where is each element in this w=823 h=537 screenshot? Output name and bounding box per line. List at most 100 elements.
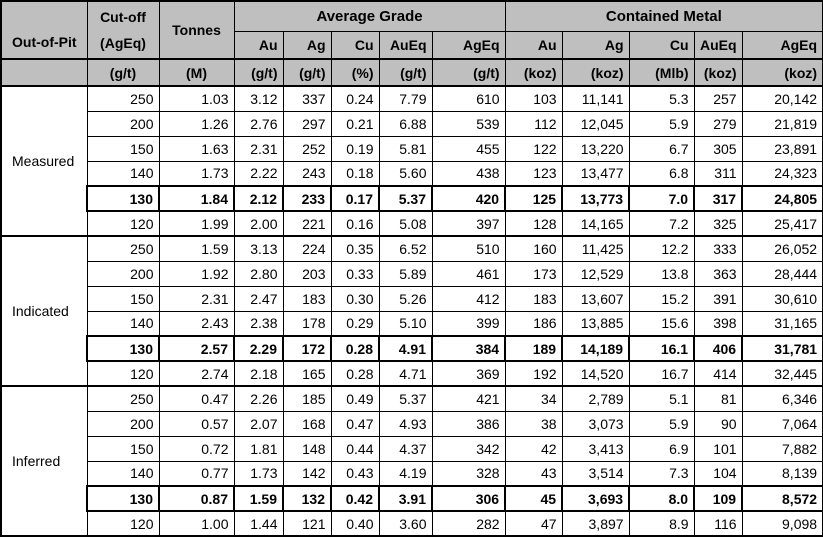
cutoff-value-cell: 120 bbox=[86, 510, 160, 537]
data-cell: 121 bbox=[282, 510, 332, 537]
data-cell: 0.16 bbox=[330, 210, 380, 237]
data-cell: 101 bbox=[693, 435, 743, 462]
cutoff-value-cell: 130 bbox=[86, 185, 160, 212]
data-cell: 14,189 bbox=[561, 335, 631, 362]
data-cell: 397 bbox=[431, 210, 506, 237]
data-cell: 317 bbox=[693, 185, 744, 212]
data-cell: 2.07 bbox=[233, 410, 284, 437]
data-cell: 2.18 bbox=[233, 360, 284, 387]
data-cell: 0.87 bbox=[158, 485, 235, 512]
data-cell: 412 bbox=[431, 285, 506, 312]
data-cell: 5.08 bbox=[378, 210, 433, 237]
data-cell: 123 bbox=[504, 160, 563, 187]
data-cell: 7.2 bbox=[628, 210, 695, 237]
data-cell: 0.21 bbox=[330, 110, 380, 137]
data-cell: 0.77 bbox=[158, 460, 235, 487]
data-cell: 142 bbox=[282, 460, 332, 487]
data-cell: 0.43 bbox=[330, 460, 380, 487]
data-cell: 243 bbox=[282, 160, 332, 187]
column-header-tonnes: Tonnes bbox=[158, 0, 235, 60]
data-cell: 5.37 bbox=[378, 385, 433, 412]
data-cell: 1.63 bbox=[158, 135, 235, 162]
data-cell: 2.31 bbox=[233, 135, 284, 162]
data-cell: 3.91 bbox=[378, 485, 433, 512]
table-row: 140 2.43 2.38 178 0.29 5.10 399 186 13,885 15.6 39… bbox=[1, 310, 823, 337]
data-cell: 11,141 bbox=[561, 85, 630, 112]
data-cell: 103 bbox=[504, 85, 563, 112]
data-cell: 224 bbox=[282, 235, 332, 262]
group-header-contained-metal: Contained Metal bbox=[504, 0, 823, 32]
data-cell: 306 bbox=[430, 485, 507, 512]
data-cell: 6.52 bbox=[378, 235, 433, 262]
data-cell: 6,346 bbox=[741, 385, 823, 412]
data-cell: 1.99 bbox=[158, 210, 235, 237]
data-cell: 128 bbox=[504, 210, 563, 237]
data-cell: 5.9 bbox=[628, 110, 695, 137]
data-cell: 0.19 bbox=[330, 135, 380, 162]
data-cell: 0.28 bbox=[330, 360, 380, 387]
data-cell: 7.3 bbox=[628, 460, 695, 487]
data-cell: 5.37 bbox=[378, 185, 433, 212]
data-cell: 6.7 bbox=[628, 135, 695, 162]
data-cell: 1.73 bbox=[233, 460, 284, 487]
cutoff-value-cell: 130 bbox=[86, 485, 160, 512]
data-cell: 406 bbox=[693, 335, 744, 362]
data-cell: 28,444 bbox=[741, 260, 823, 287]
column-header-grade-au: Au bbox=[233, 30, 284, 60]
data-cell: 325 bbox=[693, 210, 743, 237]
data-cell: 186 bbox=[504, 310, 563, 337]
data-cell: 125 bbox=[504, 185, 564, 212]
data-cell: 183 bbox=[282, 285, 332, 312]
unit-metal-ag: (koz) bbox=[561, 58, 630, 87]
data-cell: 13,220 bbox=[561, 135, 630, 162]
data-cell: 183 bbox=[504, 285, 563, 312]
column-header-metal-aueq: AuEq bbox=[693, 30, 743, 60]
data-cell: 233 bbox=[282, 185, 332, 212]
data-cell: 203 bbox=[282, 260, 332, 287]
data-cell: 0.18 bbox=[330, 160, 380, 187]
data-cell: 2.00 bbox=[233, 210, 284, 237]
column-header-metal-ag: Ag bbox=[561, 30, 630, 60]
data-cell: 3,897 bbox=[561, 510, 630, 537]
data-cell: 3,693 bbox=[561, 485, 631, 512]
data-cell: 337 bbox=[282, 85, 332, 112]
data-cell: 0.72 bbox=[158, 435, 235, 462]
data-cell: 7,064 bbox=[741, 410, 823, 437]
data-cell: 26,052 bbox=[741, 235, 823, 262]
table-row: 150 1.63 2.31 252 0.19 5.81 455 122 13,220 6.7 305… bbox=[1, 135, 823, 162]
data-cell: 189 bbox=[504, 335, 564, 362]
data-cell: 2.43 bbox=[158, 310, 235, 337]
data-cell: 42 bbox=[504, 435, 563, 462]
data-cell: 8,572 bbox=[741, 485, 823, 512]
cutoff-value-cell: 140 bbox=[86, 460, 160, 487]
data-cell: 173 bbox=[504, 260, 563, 287]
data-cell: 1.59 bbox=[158, 235, 235, 262]
data-cell: 342 bbox=[431, 435, 506, 462]
data-cell: 13,885 bbox=[561, 310, 630, 337]
data-cell: 3.12 bbox=[233, 85, 284, 112]
table-row: 120 2.74 2.18 165 0.28 4.71 369 192 14,520 16.7 41… bbox=[1, 360, 823, 387]
table-body: Measured 250 1.03 3.12 337 0.24 7.79 610 103 11,1… bbox=[0, 85, 823, 537]
unit-grade-cu: (%) bbox=[330, 58, 380, 87]
data-cell: 20,142 bbox=[741, 85, 823, 112]
section-label: Inferred bbox=[0, 385, 88, 537]
data-cell: 311 bbox=[693, 160, 743, 187]
data-cell: 0.33 bbox=[330, 260, 380, 287]
unit-grade-ageq: (g/t) bbox=[431, 58, 506, 87]
data-cell: 8,139 bbox=[741, 460, 823, 487]
data-cell: 16.1 bbox=[628, 335, 696, 362]
data-cell: 610 bbox=[431, 85, 506, 112]
data-cell: 510 bbox=[431, 235, 506, 262]
cutoff-value-cell: 150 bbox=[86, 285, 160, 312]
data-cell: 1.73 bbox=[158, 160, 235, 187]
column-header-metal-au: Au bbox=[504, 30, 563, 60]
cutoff-value-cell: 200 bbox=[86, 410, 160, 437]
row-header-title: Out-of-Pit bbox=[0, 0, 88, 60]
data-cell: 185 bbox=[282, 385, 332, 412]
data-cell: 369 bbox=[431, 360, 506, 387]
data-cell: 90 bbox=[693, 410, 743, 437]
data-cell: 12,045 bbox=[561, 110, 630, 137]
data-cell: 132 bbox=[282, 485, 332, 512]
cutoff-label-line2: (AgEq) bbox=[100, 35, 146, 51]
